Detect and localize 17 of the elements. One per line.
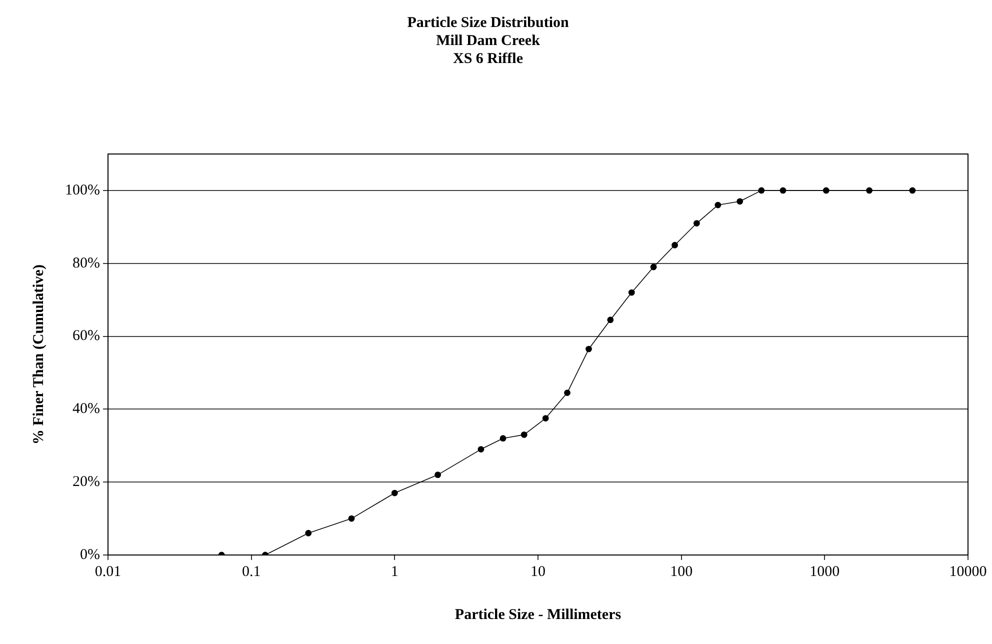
x-tick-label: 0.01	[94, 564, 122, 580]
x-tick-label: 1000	[810, 564, 840, 580]
x-tick-label: 0.1	[242, 564, 261, 580]
y-tick-label: 100%	[64, 182, 100, 198]
x-tick-label: 10	[530, 564, 546, 580]
y-tick-label: 60%	[72, 328, 100, 344]
x-tick-label: 1	[390, 564, 398, 580]
y-tick-label: 80%	[72, 255, 100, 272]
y-tick-label: 20%	[72, 474, 100, 490]
y-tick-label: 40%	[72, 401, 100, 418]
y-tick-label: 0%	[80, 546, 100, 563]
x-axis-title: Particle Size - Millimeters	[454, 606, 622, 623]
y-axis-title: % Finer Than (Cumulative)	[30, 264, 47, 444]
chart-subtitle: Mill Dam Creek XS 6 Riffle	[436, 32, 541, 67]
x-tick-label: 10000	[949, 564, 987, 580]
chart-title: Particle Size Distribution	[407, 14, 570, 31]
x-tick-label: 100	[670, 564, 693, 580]
